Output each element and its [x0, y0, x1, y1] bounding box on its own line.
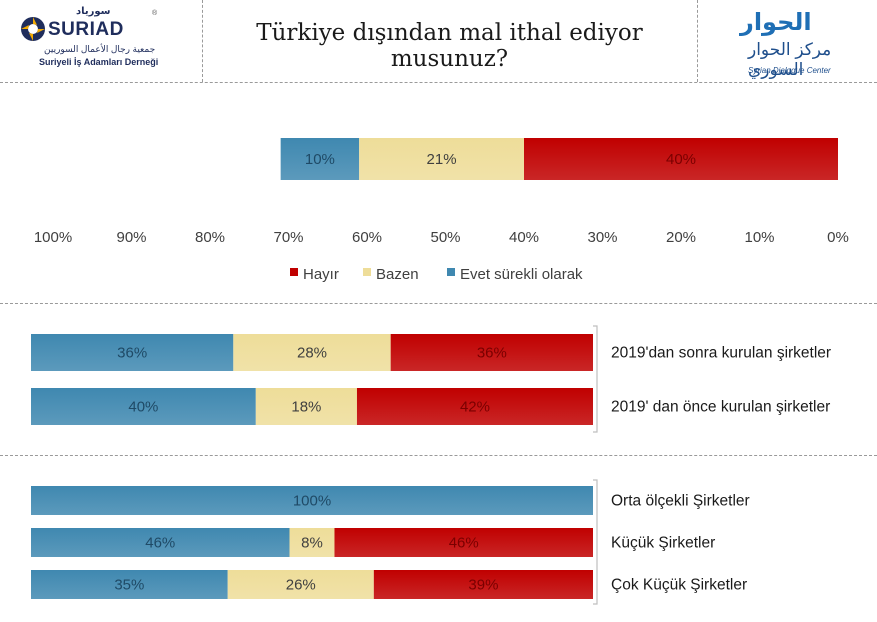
- bar-evet-s-rekli-olarak-1-1: [31, 388, 256, 425]
- x-tick-label-1: 90%: [116, 229, 146, 246]
- bar-bazen-2-1: [289, 528, 335, 557]
- divider-1: [0, 82, 877, 83]
- data-label-2-1-1: 8%: [301, 535, 323, 552]
- x-tick-label-10: 0%: [827, 229, 849, 246]
- bar-hay-r-1-1: [356, 388, 593, 425]
- data-label-1-0-0: 36%: [477, 345, 507, 362]
- category-label-2-1: Küçük Şirketler: [611, 535, 715, 552]
- legend-swatch-0: [290, 268, 298, 276]
- data-label-1-1-1: 18%: [291, 399, 321, 416]
- bar-evet-s-rekli-olarak-2-2: [31, 570, 228, 599]
- suriad-name: SURIAD: [48, 19, 124, 40]
- data-label-2-2-1: 26%: [286, 577, 316, 594]
- bar-bazen-2-2: [227, 570, 374, 599]
- header-divider-left: [202, 0, 203, 82]
- category-label-1-0: 2019'dan sonra kurulan şirketler: [611, 345, 831, 362]
- header: سورياد SURIAD ® جمعية رجال الأعمال السور…: [0, 0, 877, 82]
- bar-hay-r-1-0: [390, 334, 593, 371]
- bracket-3: [593, 479, 598, 605]
- legend-label-2: Evet sürekli olarak: [460, 266, 583, 283]
- x-tick-label-0: 100%: [34, 229, 72, 246]
- legend-swatch-1: [363, 268, 371, 276]
- bar-evet-s-rekli-olarak-2-0: [31, 486, 593, 515]
- charts-area: 10% 21% 40% 100% 90% 80% 70% 60% 50% 40% 30% 20% 10%…: [31, 138, 849, 605]
- divider-2: [0, 303, 877, 304]
- data-label-1-0-2: 36%: [117, 345, 147, 362]
- category-label-2-0: Orta ölçekli Şirketler: [611, 493, 750, 510]
- data-label-2-2-0: 39%: [468, 577, 498, 594]
- data-label-1-0-1: 28%: [297, 345, 327, 362]
- suriad-turkish-subtitle: Suriyeli İş Adamları Derneği: [39, 57, 159, 67]
- sdc-arabic-subtitle: مركز الحوار السوري: [748, 40, 832, 79]
- bar-evet-s-rekli-olarak-2-1: [31, 528, 290, 557]
- bar-evet-s-rekli-olarak-1-0: [31, 334, 234, 371]
- x-tick-label-2: 80%: [195, 229, 225, 246]
- bar-hay-r-0-0: [524, 138, 838, 180]
- data-label-0-0-0: 40%: [666, 151, 696, 168]
- x-tick-label-3: 70%: [273, 229, 303, 246]
- category-label-2-2: Çok Küçük Şirketler: [611, 577, 747, 594]
- divider-3: [0, 455, 877, 456]
- legend-label-1: Bazen: [376, 266, 419, 283]
- sdc-arabic-name: الحوار: [740, 8, 812, 36]
- x-tick-label-4: 60%: [352, 229, 382, 246]
- bar-hay-r-2-1: [334, 528, 593, 557]
- x-tick-label-8: 20%: [666, 229, 696, 246]
- suriad-emblem-icon: [21, 17, 45, 41]
- data-label-2-1-2: 46%: [145, 535, 175, 552]
- data-label-0-0-1: 21%: [427, 151, 457, 168]
- data-label-1-1-2: 40%: [128, 399, 158, 416]
- legend-swatch-2: [447, 268, 455, 276]
- bar-bazen-1-1: [255, 388, 357, 425]
- suriad-logo: سورياد SURIAD ® جمعية رجال الأعمال السور…: [20, 6, 180, 76]
- category-label-1-1: 2019' dan önce kurulan şirketler: [611, 399, 830, 416]
- x-tick-label-6: 40%: [509, 229, 539, 246]
- page-title: Türkiye dışından mal ithal ediyor musunu…: [256, 20, 643, 72]
- registered-mark: ®: [152, 10, 158, 17]
- x-tick-label-9: 10%: [744, 229, 774, 246]
- x-tick-label-5: 50%: [430, 229, 460, 246]
- x-tick-label-7: 30%: [587, 229, 617, 246]
- bar-hay-r-2-2: [373, 570, 593, 599]
- syrian-dialogue-center-logo: الحوار مركز الحوار السوري Syrian Dialogu…: [730, 8, 860, 79]
- data-label-1-1-0: 42%: [460, 399, 490, 416]
- suriad-arabic-name: سورياد: [76, 6, 111, 17]
- suriad-arabic-subtitle: جمعية رجال الأعمال السوريين: [44, 44, 156, 54]
- sdc-english-name: Syrian Dialogue Center: [748, 66, 831, 75]
- bracket-2: [593, 325, 598, 433]
- bar-bazen-0-0: [359, 138, 524, 180]
- header-divider-right: [697, 0, 698, 82]
- bar-evet-s-rekli-olarak-0-0: [280, 138, 360, 180]
- data-label-2-0-2: 100%: [293, 493, 331, 510]
- data-label-2-1-0: 46%: [449, 535, 479, 552]
- bar-bazen-1-0: [233, 334, 391, 371]
- data-label-2-2-2: 35%: [114, 577, 144, 594]
- legend-label-0: Hayır: [303, 266, 339, 283]
- data-label-0-0-2: 10%: [305, 151, 335, 168]
